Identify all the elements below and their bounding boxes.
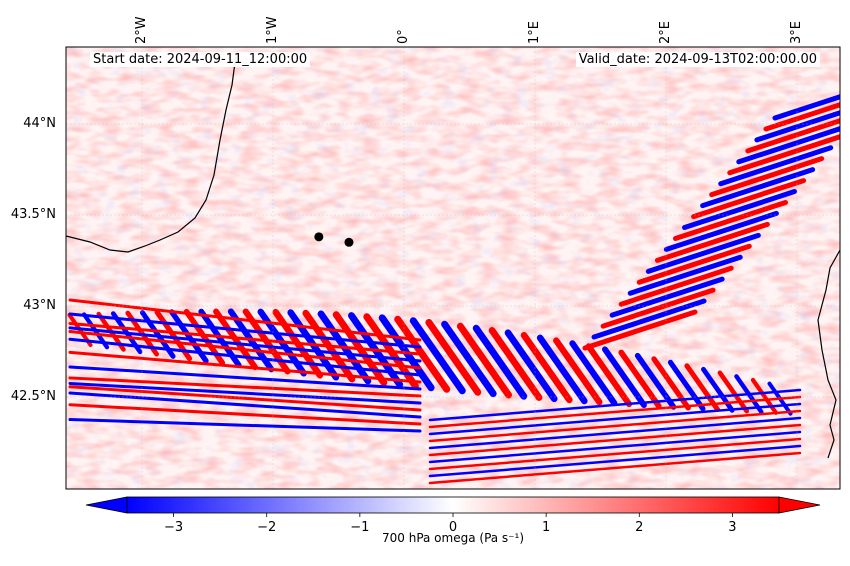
colorbar: [86, 497, 820, 517]
lat-tick-label: 44°N: [10, 116, 56, 131]
valid-date: Valid_date: 2024-09-13T02:00:00.00: [576, 52, 820, 67]
lat-tick-label: 43°N: [10, 298, 56, 313]
colorbar-tick-label: −2: [257, 520, 276, 535]
lon-tick-label: 2°E: [658, 21, 673, 44]
colorbar-tick-label: −1: [350, 520, 369, 535]
colorbar-label: 700 hPa omega (Pa s⁻¹): [382, 531, 524, 545]
lon-tick-label: 1°W: [265, 16, 280, 44]
station-marker: [344, 238, 353, 247]
lon-tick-label: 0°: [396, 29, 411, 44]
lon-tick-label: 1°E: [527, 21, 542, 44]
lon-tick-label: 2°W: [134, 16, 149, 44]
colorbar-tick-label: 3: [728, 520, 736, 535]
lat-tick-label: 43.5°N: [10, 207, 56, 222]
station-marker: [314, 232, 323, 241]
colorbar-gradient: [127, 497, 779, 513]
colorbar-tick-label: 1: [542, 520, 550, 535]
start-date: Start date: 2024-09-11_12:00:00: [90, 52, 310, 67]
omega-field: [66, 47, 850, 489]
colorbar-tick-label: −3: [164, 520, 183, 535]
colorbar-ticks: [174, 513, 733, 517]
lat-tick-label: 42.5°N: [10, 389, 56, 404]
colorbar-extend-high: [779, 497, 820, 513]
colorbar-extend-low: [86, 497, 127, 513]
colorbar-tick-label: 2: [635, 520, 643, 535]
lon-tick-label: 3°E: [789, 21, 804, 44]
